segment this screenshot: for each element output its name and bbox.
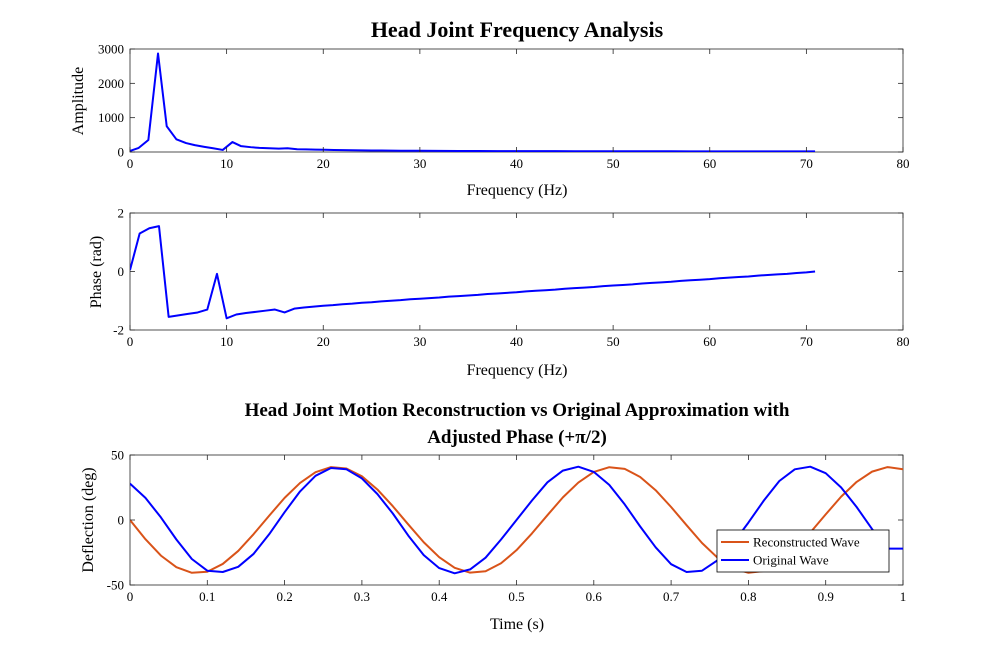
reconstruction-subplot: Head Joint Motion Reconstruction vs Orig…	[80, 400, 906, 633]
amplitude-series-0	[130, 52, 816, 152]
reconstruction-y-axis-label: Deflection (deg)	[80, 467, 97, 572]
reconstruction-x-tick-label: 0.9	[818, 589, 834, 604]
reconstruction-x-tick-label: 1	[900, 589, 907, 604]
reconstruction-y-tick-label: -50	[107, 578, 124, 593]
reconstruction-x-tick-label: 0.8	[740, 589, 756, 604]
amplitude-subplot: Head Joint Frequency Analysis Frequency …	[70, 17, 910, 199]
reconstruction-x-tick-label: 0.5	[508, 589, 524, 604]
amplitude-x-tick-label: 10	[220, 156, 233, 171]
phase-x-tick-label: 70	[800, 334, 813, 349]
amplitude-y-axis-label: Amplitude	[70, 67, 87, 135]
amplitude-x-tick-label: 40	[510, 156, 523, 171]
reconstruction-y-tick-label: 0	[118, 513, 125, 528]
reconstruction-title-line1: Head Joint Motion Reconstruction vs Orig…	[245, 400, 790, 421]
amplitude-x-tick-label: 0	[127, 156, 134, 171]
amplitude-axes-box	[129, 48, 904, 153]
reconstruction-title-line2: Adjusted Phase (+π/2)	[427, 427, 607, 448]
phase-subplot: Frequency (Hz) Phase (rad) 0 10 20 30 40 50 60…	[88, 206, 910, 380]
reconstruction-x-tick-label: 0.3	[354, 589, 370, 604]
reconstruction-x-tick-label: 0.6	[586, 589, 603, 604]
phase-x-tick-label: 10	[220, 334, 233, 349]
reconstruction-x-tick-label: 0.4	[431, 589, 448, 604]
phase-x-tick-label: 80	[897, 334, 910, 349]
legend: Reconstructed Wave Original Wave	[716, 529, 890, 573]
reconstruction-y-tick-label: 50	[111, 448, 124, 463]
reconstruction-x-tick-label: 0.1	[199, 589, 215, 604]
amplitude-x-tick-label: 70	[800, 156, 813, 171]
legend-label-original: Original Wave	[753, 553, 829, 568]
phase-y-tick-label: 0	[118, 264, 125, 279]
reconstruction-x-axis-label: Time (s)	[490, 616, 544, 633]
amplitude-x-tick-label: 50	[607, 156, 620, 171]
amplitude-x-axis-label: Frequency (Hz)	[467, 182, 568, 199]
amplitude-y-tick-label: 1000	[98, 110, 124, 125]
phase-series-0	[130, 225, 816, 320]
reconstruction-x-tick-label: 0.7	[663, 589, 680, 604]
reconstruction-series-original-wave	[130, 465, 903, 575]
legend-label-reconstructed: Reconstructed Wave	[753, 535, 860, 550]
amplitude-x-tick-label: 60	[703, 156, 716, 171]
amplitude-x-tick-label: 20	[317, 156, 330, 171]
phase-x-tick-label: 40	[510, 334, 523, 349]
amplitude-y-tick-label: 0	[118, 145, 125, 160]
figure-title: Head Joint Frequency Analysis	[371, 17, 664, 42]
phase-x-tick-label: 60	[703, 334, 716, 349]
phase-y-axis-label: Phase (rad)	[88, 236, 105, 308]
legend-box	[716, 529, 890, 573]
amplitude-x-tick-label: 80	[897, 156, 910, 171]
amplitude-x-tick-label: 30	[413, 156, 426, 171]
amplitude-y-tick-label: 3000	[98, 42, 124, 57]
phase-y-tick-label: -2	[113, 323, 124, 338]
phase-y-tick-label: 2	[118, 206, 125, 221]
amplitude-y-tick-label: 2000	[98, 76, 124, 91]
phase-x-tick-label: 0	[127, 334, 134, 349]
phase-x-axis-label: Frequency (Hz)	[467, 362, 568, 379]
phase-x-tick-label: 30	[413, 334, 426, 349]
phase-x-tick-label: 20	[317, 334, 330, 349]
phase-x-tick-label: 50	[607, 334, 620, 349]
reconstruction-x-tick-label: 0	[127, 589, 134, 604]
reconstruction-x-tick-label: 0.2	[276, 589, 292, 604]
